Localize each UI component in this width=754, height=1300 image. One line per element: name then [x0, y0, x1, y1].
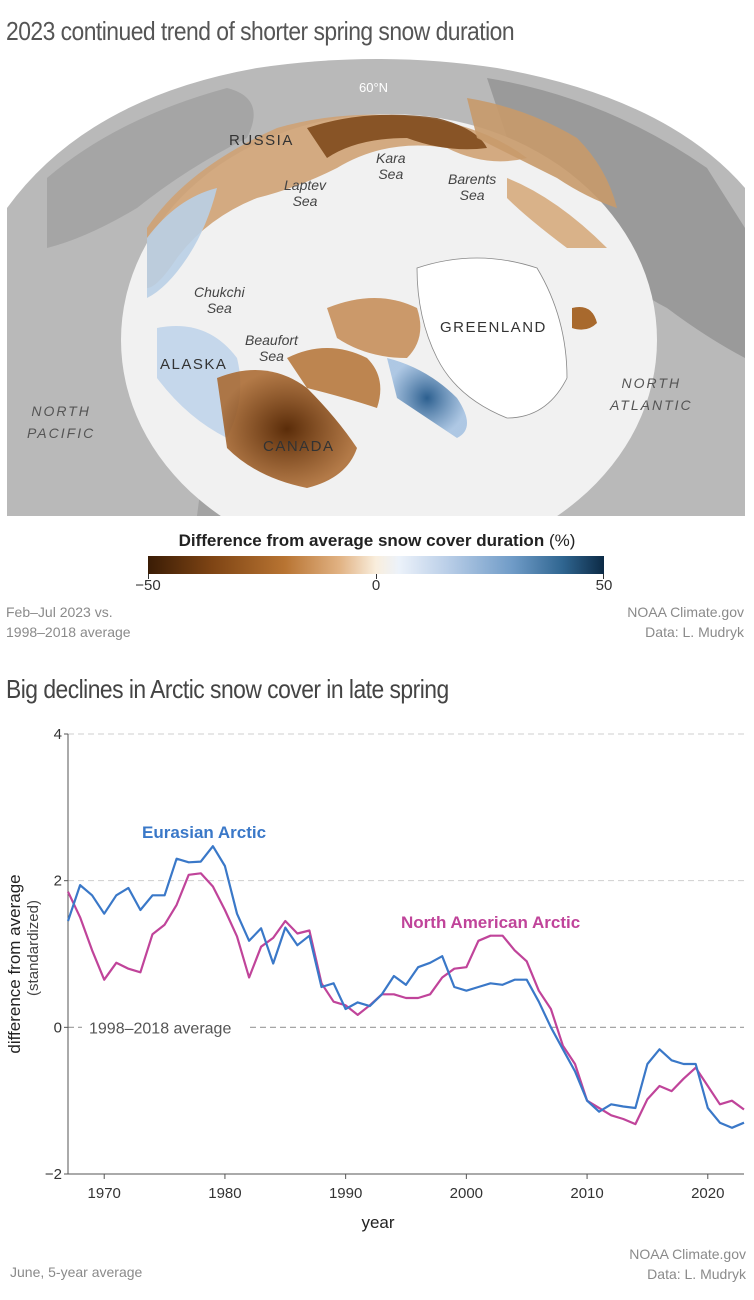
label-kara-line1: Kara — [376, 150, 406, 166]
x-tick-label: 2010 — [570, 1185, 603, 1202]
y-axis-label: difference from average — [5, 874, 24, 1053]
legend-label-min: −50 — [135, 577, 161, 594]
x-axis-label: year — [361, 1213, 394, 1232]
legend-label-mid: 0 — [371, 577, 381, 594]
label-alaska: ALASKA — [160, 356, 228, 373]
y-tick-label: 2 — [54, 873, 62, 890]
x-tick-label: 1980 — [208, 1185, 241, 1202]
label-chukchi-sea: Chukchi Sea — [194, 284, 245, 316]
line-chart: −2 1998–2018 average 0 2 4 1970 1980 1990 2000 20… — [5, 726, 745, 1232]
legend-title: Difference from average snow cover durat… — [0, 531, 754, 551]
label-kara-sea: Kara Sea — [376, 150, 406, 182]
y-tick-label: 4 — [54, 726, 62, 743]
chart-footnote-left: June, 5-year average — [10, 1264, 143, 1280]
map-graphic — [7, 58, 745, 516]
label-canada: CANADA — [263, 438, 335, 455]
chart-credit: NOAA Climate.gov — [629, 1246, 746, 1262]
label-beaufort-line2: Sea — [259, 348, 284, 364]
legend-label-max: 50 — [595, 577, 613, 594]
legend-title-unit: (%) — [548, 531, 576, 550]
label-north-atlantic: NORTH ATLANTIC — [610, 372, 693, 416]
y-tick-label: 0 — [54, 1019, 62, 1036]
y-axis-sublabel: (standardized) — [25, 900, 42, 996]
map-footnote-left: Feb–Jul 2023 vs. 1998–2018 average — [6, 602, 131, 642]
x-tick-label: 1970 — [88, 1185, 121, 1202]
label-russia: RUSSIA — [229, 132, 294, 149]
label-laptev-line1: Laptev — [284, 177, 327, 193]
x-tick-label: 2020 — [691, 1185, 724, 1202]
legend-tick-min — [148, 574, 149, 579]
legend-color-bar — [148, 556, 604, 574]
label-beaufort-sea: Beaufort Sea — [245, 332, 298, 364]
label-north-pacific-line1: NORTH — [31, 403, 91, 419]
series-label-eurasian-arctic: Eurasian Arctic — [142, 823, 266, 842]
label-north-pacific: NORTH PACIFIC — [27, 400, 95, 444]
series-label-north-american-arctic: North American Arctic — [401, 913, 580, 932]
map-footnote-left-line1: Feb–Jul 2023 vs. — [6, 604, 113, 620]
legend-tick-max — [603, 574, 604, 579]
x-tick-label: 1990 — [329, 1185, 362, 1202]
label-laptev-line2: Sea — [292, 193, 318, 209]
arctic-snow-map: 60°N RUSSIA Kara Sea Barents Sea Laptev … — [7, 58, 745, 516]
label-greenland: GREENLAND — [440, 319, 547, 336]
chart-title: Big declines in Arctic snow cover in lat… — [6, 674, 449, 704]
map-data-credit: Data: L. Mudryk — [645, 624, 744, 640]
label-kara-line2: Sea — [378, 166, 404, 182]
legend-tick-mid — [376, 574, 377, 579]
chart-data-credit: Data: L. Mudryk — [647, 1266, 746, 1282]
label-barents-sea: Barents Sea — [448, 171, 496, 203]
x-tick-label: 2000 — [450, 1185, 483, 1202]
label-north-atlantic-line1: NORTH — [621, 375, 682, 391]
series-line-north-american-arctic — [67, 872, 745, 1126]
label-chukchi-line2: Sea — [206, 300, 232, 316]
map-footnote-left-line2: 1998–2018 average — [6, 624, 131, 640]
label-north-atlantic-line2: ATLANTIC — [610, 397, 693, 413]
label-chukchi-line1: Chukchi — [194, 284, 245, 300]
reference-line-label: 1998–2018 average — [89, 1020, 231, 1037]
label-beaufort-line1: Beaufort — [245, 332, 298, 348]
label-north-pacific-line2: PACIFIC — [27, 425, 96, 441]
label-barents-line2: Sea — [459, 187, 485, 203]
map-footnote-right: NOAA Climate.gov Data: L. Mudryk — [627, 602, 744, 642]
label-laptev-sea: Laptev Sea — [284, 177, 326, 209]
series-line-eurasian-arctic — [66, 845, 745, 1129]
y-tick-label: −2 — [45, 1166, 62, 1183]
map-title: 2023 continued trend of shorter spring s… — [6, 16, 515, 46]
legend-title-text: Difference from average snow cover durat… — [178, 531, 545, 550]
label-barents-line1: Barents — [448, 171, 497, 187]
latitude-label: 60°N — [359, 80, 389, 95]
chart-footnote-right: NOAA Climate.gov Data: L. Mudryk — [629, 1244, 746, 1284]
map-credit: NOAA Climate.gov — [627, 604, 744, 620]
